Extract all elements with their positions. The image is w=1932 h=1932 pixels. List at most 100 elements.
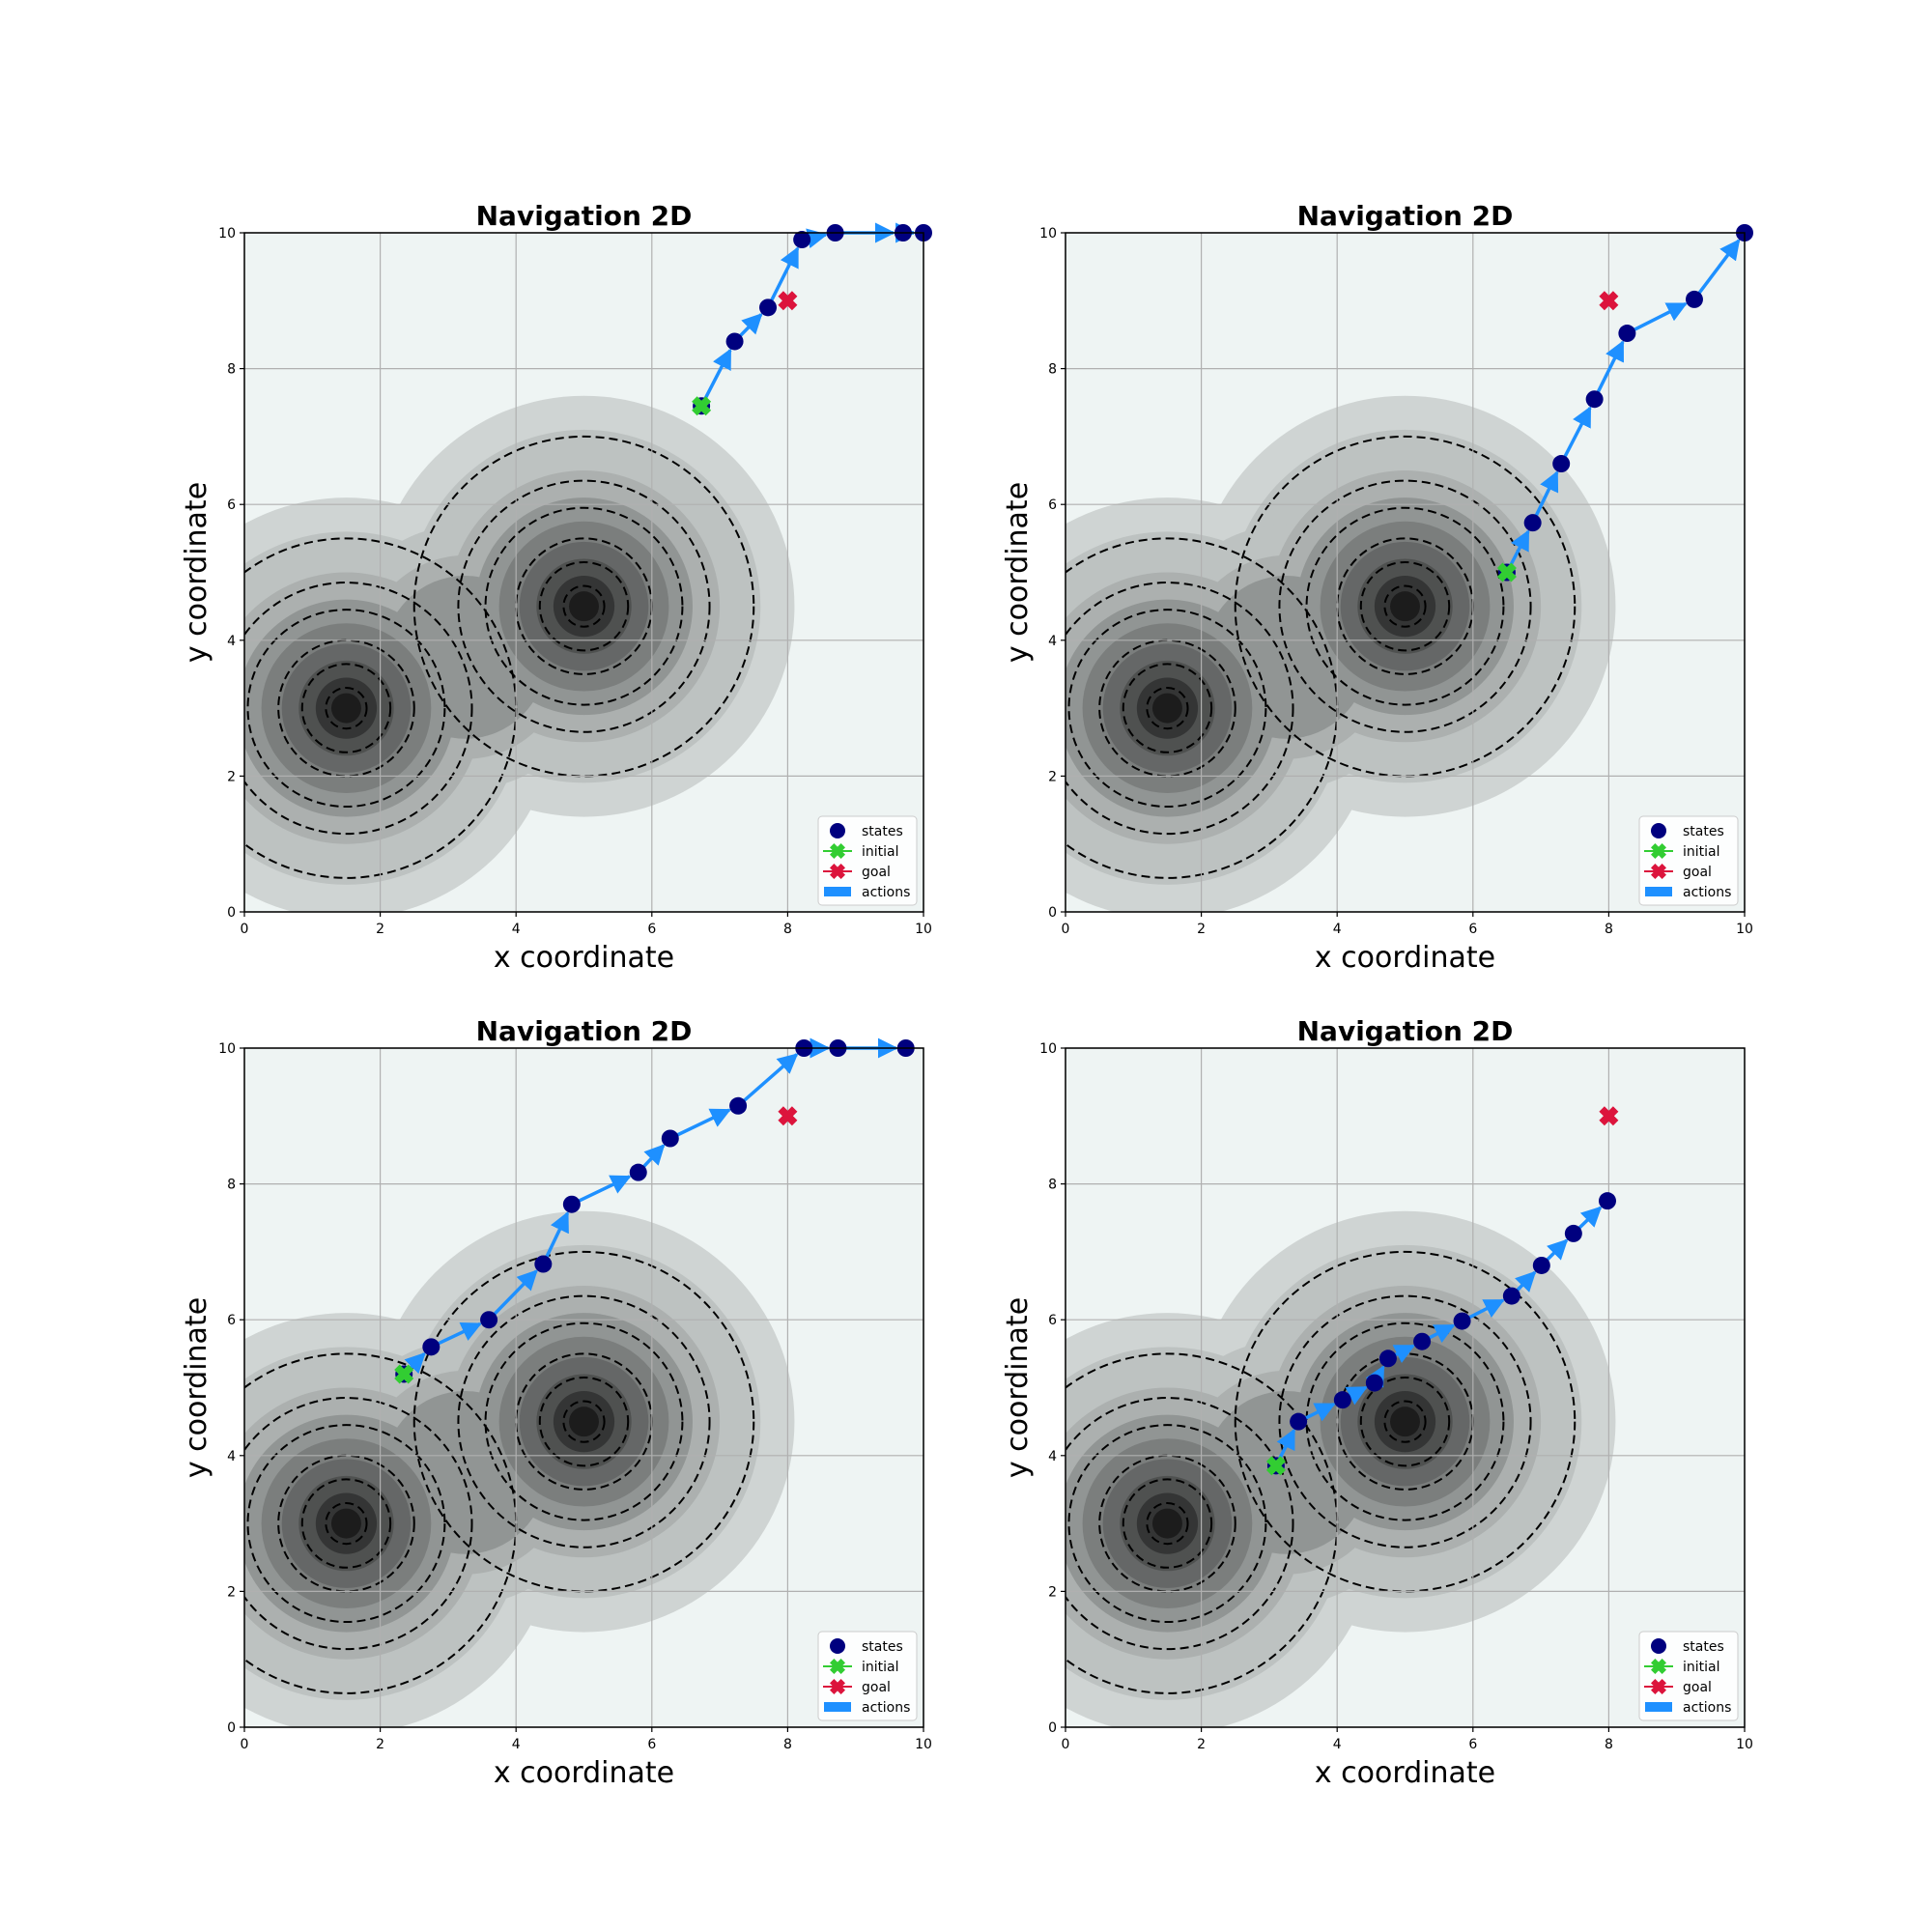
y-tick-label: 6 (227, 497, 236, 513)
legend-initial-marker (830, 1659, 845, 1674)
obstacle-1-contour-4 (1067, 609, 1267, 809)
axes-frame (1065, 1047, 1746, 1728)
obstacle-1-contour-5 (1065, 1397, 1294, 1651)
legend-label-states: states (1683, 824, 1724, 839)
obstacle-2-contour-6 (1234, 435, 1577, 778)
goal-marker (1599, 291, 1619, 311)
legend-label-actions: actions (862, 885, 910, 900)
obstacle-2-contour-1 (1383, 584, 1427, 628)
y-tick-label: 10 (218, 1041, 236, 1057)
legend-states-marker (1651, 1638, 1666, 1654)
obstacle-1-contour-5 (1065, 582, 1294, 836)
y-tick-label: 0 (227, 1720, 236, 1736)
state-point (480, 1311, 498, 1329)
obstacle-1-contour-4 (246, 1424, 446, 1624)
y-axis-label: y coordinate (1001, 1297, 1035, 1478)
x-tick-label: 10 (915, 922, 932, 937)
legend-label-actions: actions (862, 1700, 910, 1716)
x-tick-label: 8 (1605, 1737, 1613, 1752)
y-tick-label: 8 (1048, 1178, 1057, 1193)
legend-states-marker (830, 823, 845, 838)
y-tick-label: 0 (1048, 1720, 1057, 1736)
obstacle-1-contour-5 (244, 582, 473, 836)
legend: states initial goal actions (1638, 815, 1739, 906)
obstacle-1-contour-1 (1146, 687, 1189, 730)
obstacle-2-contour-6 (412, 1250, 755, 1593)
x-tick-label: 4 (1333, 1737, 1342, 1752)
goal-marker (778, 291, 798, 311)
obstacle-2-contour-2 (1359, 560, 1451, 652)
state-point (562, 1195, 581, 1213)
action-arrow (669, 1108, 731, 1141)
y-tick-label: 4 (227, 634, 236, 649)
action-arrow (1593, 340, 1625, 401)
y-tick-label: 2 (227, 1584, 236, 1600)
y-tick-label: 2 (227, 769, 236, 784)
state-point (759, 298, 778, 317)
obstacle-1-contour-1 (1146, 1502, 1189, 1546)
axes-frame (243, 232, 924, 913)
state-point (1564, 1224, 1582, 1242)
legend-label-initial: initial (862, 1660, 899, 1675)
x-tick-label: 10 (915, 1737, 932, 1752)
y-tick-label: 4 (1048, 1449, 1057, 1464)
state-point (1618, 325, 1636, 343)
obstacle-1-contour-2 (1122, 663, 1213, 753)
x-axis-label: x coordinate (494, 1756, 674, 1790)
action-arrow (487, 1269, 538, 1321)
legend: states initial goal actions (1638, 1631, 1739, 1721)
x-tick-label: 10 (1736, 1737, 1753, 1752)
obstacle-2-contour-5 (457, 1294, 711, 1548)
legend-label-initial: initial (1683, 844, 1720, 860)
legend-goal-marker (1651, 864, 1666, 879)
state-point (1502, 1287, 1520, 1305)
subplot-2: 0 2 4 6 8 10 0 2 4 6 8 10 Navigation 2D x coordinate y… (1001, 200, 1753, 975)
state-point (1453, 1312, 1471, 1330)
obstacle-1-contour-2 (300, 1478, 392, 1569)
x-tick-label: 8 (783, 922, 792, 937)
obstacle-1-contour-2 (300, 663, 392, 753)
y-tick-label: 10 (218, 226, 236, 242)
legend-label-actions: actions (1683, 1700, 1731, 1716)
y-tick-label: 4 (227, 1449, 236, 1464)
actions (1505, 239, 1741, 574)
legend-label-initial: initial (1683, 1660, 1720, 1675)
x-tick-label: 0 (241, 922, 249, 937)
y-tick-label: 0 (1048, 905, 1057, 921)
action-arrow (571, 1175, 632, 1207)
y-axis-label: y coordinate (180, 1297, 213, 1478)
state-point (1532, 1256, 1550, 1274)
legend-label-states: states (1683, 1639, 1724, 1655)
x-tick-label: 2 (376, 922, 384, 937)
obstacle-2-contour-5 (457, 479, 711, 733)
obstacle-2-contour-1 (1383, 1400, 1427, 1443)
state-point (1598, 1192, 1616, 1210)
x-tick-label: 8 (783, 1737, 792, 1752)
y-tick-label: 2 (1048, 769, 1057, 784)
legend: states initial goal actions (817, 815, 918, 906)
action-arrow (1692, 239, 1741, 300)
state-point (629, 1163, 647, 1181)
obstacle-1-contour-4 (1067, 1424, 1267, 1624)
x-tick-label: 10 (1736, 922, 1753, 937)
y-tick-label: 6 (1048, 497, 1057, 513)
x-axis-label: x coordinate (1315, 1756, 1495, 1790)
legend-goal-marker (1651, 1679, 1666, 1694)
legend-actions-marker (824, 887, 851, 896)
state-point (661, 1129, 679, 1148)
action-arrow (1559, 406, 1592, 465)
y-tick-label: 4 (1048, 634, 1057, 649)
action-arrow (736, 1053, 799, 1108)
state-point (1523, 514, 1542, 532)
legend-actions-marker (824, 1702, 851, 1712)
state-point (1413, 1332, 1432, 1350)
obstacle-2-contour-5 (1278, 1294, 1532, 1548)
x-tick-label: 6 (1468, 922, 1477, 937)
subplot-3: 0 2 4 6 8 10 0 2 4 6 8 10 Navigation 2D x coordinate y… (180, 1015, 932, 1790)
obstacle-2-contour-6 (1234, 1250, 1577, 1593)
x-tick-label: 4 (1333, 922, 1342, 937)
state-point (729, 1096, 748, 1115)
legend-goal-marker (830, 864, 845, 879)
obstacle-2-contour-4 (1305, 506, 1505, 706)
